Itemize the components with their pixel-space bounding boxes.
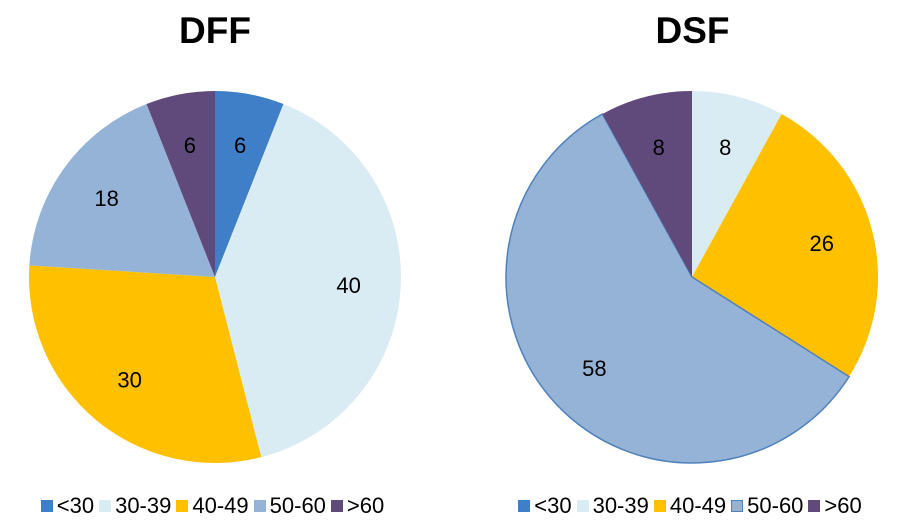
data-label-50-60: 18 <box>94 186 118 211</box>
data-label-gt-60: 6 <box>184 133 196 158</box>
data-label-gt-60: 8 <box>653 135 665 160</box>
legend-swatch <box>330 500 343 512</box>
legend-label: >60 <box>346 493 385 518</box>
pie-slice-50-60 <box>29 104 215 277</box>
legend-label: <30 <box>534 493 572 518</box>
pie-dff: 6 40 30 18 6 <box>29 91 401 463</box>
legend-item-gt-60: >60 <box>330 493 385 519</box>
chart-dsf: DSF 8 26 58 8 <30 30-39 40-49 50-60 >60 <box>478 0 907 526</box>
legend-label: <30 <box>56 493 95 518</box>
legend-dff: <30 30-39 40-49 50-60 >60 <box>0 493 430 519</box>
legend-item-30-39: 30-39 <box>99 493 171 519</box>
legend-dsf: <30 30-39 40-49 50-60 >60 <box>478 493 907 519</box>
legend-item-gt-60: >60 <box>808 493 862 519</box>
chart-title: DFF <box>179 10 251 51</box>
pie-slice-gt-60 <box>602 91 692 277</box>
pie-slice-lt-30 <box>215 91 284 277</box>
legend-label: 50-60 <box>747 493 804 518</box>
legend-item-lt-30: <30 <box>518 493 572 519</box>
data-label-40-49: 30 <box>117 368 141 393</box>
legend-item-50-60: 50-60 <box>253 493 326 519</box>
legend-swatch <box>99 500 112 512</box>
legend-swatch <box>576 500 589 512</box>
chart-title: DSF <box>655 10 730 51</box>
legend-swatch <box>40 500 53 512</box>
legend-label: 50-60 <box>269 493 326 518</box>
legend-swatch <box>808 500 821 512</box>
pie-slice-40-49 <box>692 114 878 377</box>
legend-item-50-60: 50-60 <box>731 493 803 519</box>
legend-swatch <box>518 500 531 512</box>
data-label-30-39: 40 <box>336 273 360 298</box>
pie-slice-50-60 <box>505 112 851 464</box>
data-label-30-39: 8 <box>719 135 731 160</box>
legend-item-30-39: 30-39 <box>576 493 649 519</box>
legend-label: 40-49 <box>669 493 727 518</box>
pie-slice-40-49 <box>29 265 262 463</box>
legend-swatch <box>253 500 266 512</box>
pie-slice-30-39 <box>215 104 401 458</box>
legend-swatch <box>653 500 666 512</box>
legend-item-lt-30: <30 <box>40 493 95 519</box>
legend-label: 30-39 <box>592 493 649 518</box>
legend-swatch <box>731 500 744 512</box>
pie-dsf: 8 26 58 8 <box>505 91 878 464</box>
pie-slice-gt-60 <box>146 91 215 277</box>
chart-dff: DFF 6 40 30 18 6 <30 30-39 40-49 50-60 >60 <box>0 0 430 526</box>
legend-swatch <box>176 500 189 512</box>
data-label-40-49: 26 <box>809 231 833 256</box>
data-label-50-60: 58 <box>582 356 606 381</box>
legend-item-40-49: 40-49 <box>176 493 249 519</box>
legend-label: 30-39 <box>115 493 172 518</box>
legend-label: >60 <box>824 493 862 518</box>
pie-slice-30-39 <box>692 91 782 277</box>
data-label-lt-30: 6 <box>234 133 246 158</box>
legend-item-40-49: 40-49 <box>653 493 727 519</box>
legend-label: 40-49 <box>192 493 249 518</box>
